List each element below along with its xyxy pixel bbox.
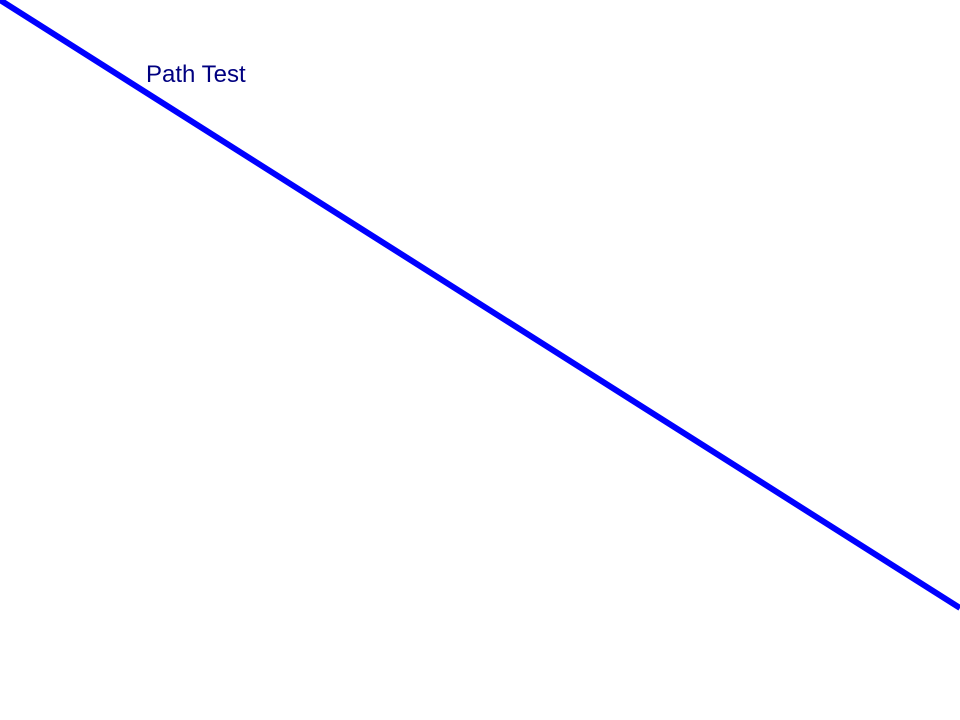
diagonal-path-line [0, 0, 960, 608]
page-title: Path Test [146, 61, 246, 88]
